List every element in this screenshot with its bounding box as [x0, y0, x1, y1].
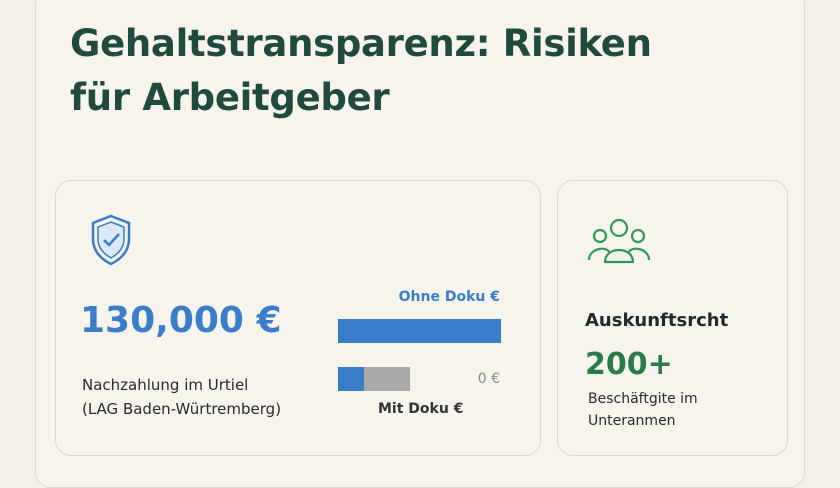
left-card [55, 180, 541, 456]
title: für Arbeitgeber [70, 76, 390, 119]
bar-ohne [338, 319, 501, 343]
caption: Nachzahlung im Urtiel [82, 376, 249, 394]
people-icon [587, 218, 651, 264]
title: Gehaltstransparenz: Risiken [70, 22, 652, 65]
bar-mit [338, 367, 364, 391]
heading: Auskunftsrcht [585, 310, 729, 331]
caption: Beschäftgite im [588, 391, 698, 407]
amount: 130,000 € [80, 300, 282, 341]
caption: (LAG Baden-Würtremberg) [82, 400, 282, 418]
bar-value: 0 € [477, 371, 500, 387]
figure: 200+ [585, 347, 673, 382]
right-card [557, 180, 788, 456]
caption: Unteranmen [588, 413, 676, 429]
bar-label: Ohne Doku € [398, 289, 500, 305]
shield-icon [91, 214, 131, 266]
bar-label: Mit Doku € [378, 401, 464, 417]
page: {"header": {"title_lines": ["Gehaltstran… [35, 0, 805, 488]
bar-mit-rest [364, 367, 410, 391]
